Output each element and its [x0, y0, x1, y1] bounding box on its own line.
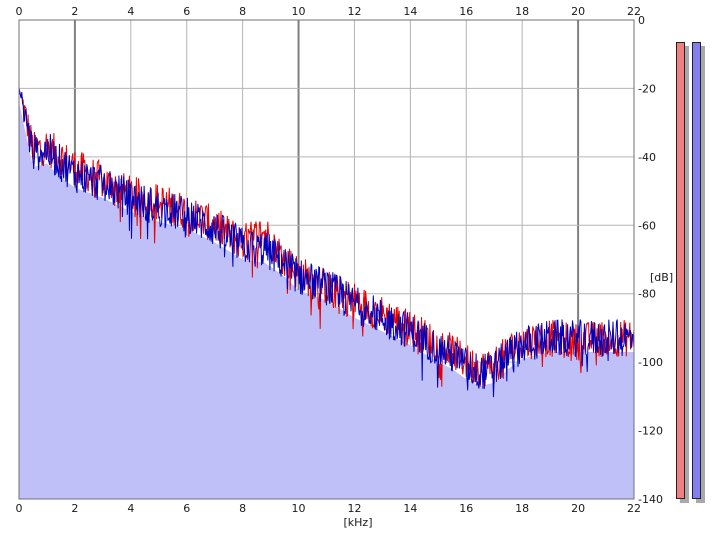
y-tick-label: -40 — [638, 151, 656, 164]
y-tick-label: -120 — [638, 425, 663, 438]
plot-frame — [18, 19, 635, 500]
x-tick-bottom: 20 — [571, 502, 585, 515]
x-tick-top: 6 — [183, 5, 190, 18]
x-tick-bottom: 14 — [403, 502, 417, 515]
x-tick-top: 18 — [515, 5, 529, 18]
x-tick-bottom: 4 — [127, 502, 134, 515]
x-tick-top: 8 — [239, 5, 246, 18]
left-level-meter — [676, 42, 685, 499]
y-tick-label: 0 — [638, 14, 645, 27]
x-tick-bottom: 10 — [292, 502, 306, 515]
x-tick-top: 16 — [459, 5, 473, 18]
spectrum-fill — [19, 102, 634, 499]
x-tick-bottom: 6 — [183, 502, 190, 515]
y-tick-label: -140 — [638, 493, 663, 506]
y-axis: 0 -20 -40 -60 -80 -100 -120 -140 — [638, 14, 663, 506]
y-tick-label: -100 — [638, 356, 663, 369]
x-tick-top: 4 — [127, 5, 134, 18]
x-tick-bottom: 18 — [515, 502, 529, 515]
x-tick-top: 12 — [347, 5, 361, 18]
right-level-meter — [692, 42, 701, 499]
x-axis-bottom: 0 2 4 6 8 10 12 14 16 18 20 22 — [16, 502, 642, 515]
y-tick-label: -80 — [638, 288, 656, 301]
x-tick-bottom: 22 — [627, 502, 641, 515]
x-tick-bottom: 0 — [16, 502, 23, 515]
x-tick-bottom: 16 — [459, 502, 473, 515]
x-tick-top: 10 — [292, 5, 306, 18]
y-unit-label: [dB] — [650, 271, 673, 284]
x-tick-bottom: 8 — [239, 502, 246, 515]
x-tick-bottom: 12 — [347, 502, 361, 515]
y-tick-label: -60 — [638, 219, 656, 232]
x-unit-label: [kHz] — [344, 516, 373, 529]
x-axis-top: 0 2 4 6 8 10 12 14 16 18 20 22 — [16, 5, 642, 18]
y-tick-label: -20 — [638, 82, 656, 95]
right-channel-line — [18, 88, 635, 398]
x-tick-top: 2 — [71, 5, 78, 18]
x-tick-top: 20 — [571, 5, 585, 18]
x-tick-bottom: 2 — [71, 502, 78, 515]
x-tick-top: 14 — [403, 5, 417, 18]
x-tick-top: 22 — [627, 5, 641, 18]
x-tick-top: 0 — [16, 5, 23, 18]
